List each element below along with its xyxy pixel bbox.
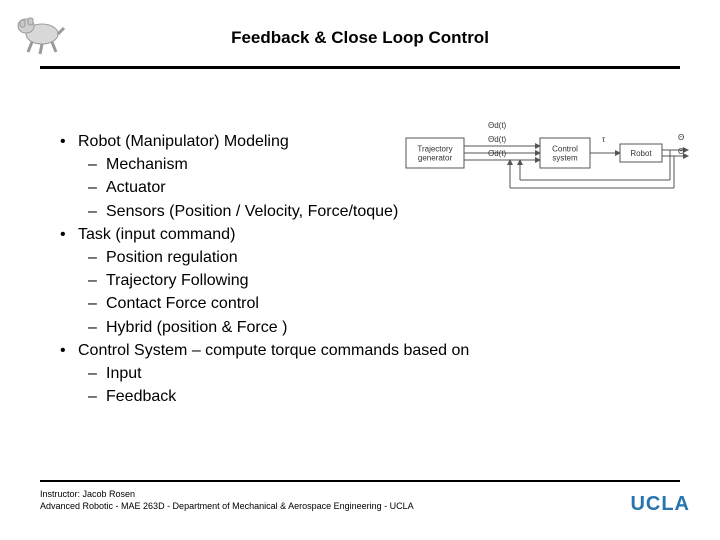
bullet-item: Control System – compute torque commands… [60, 339, 690, 362]
sub-item: Position regulation [88, 246, 690, 269]
header: Feedback & Close Loop Control [0, 0, 720, 70]
sub-item: Mechanism [88, 153, 690, 176]
sub-item: Contact Force control [88, 292, 690, 315]
footer: Instructor: Jacob Rosen Advanced Robotic… [40, 488, 414, 512]
sub-list: InputFeedback [60, 362, 690, 408]
bullet-item: Robot (Manipulator) Modeling [60, 130, 690, 153]
footer-line-1: Instructor: Jacob Rosen [40, 488, 414, 500]
sub-item: Actuator [88, 176, 690, 199]
sub-list: MechanismActuatorSensors (Position / Vel… [60, 153, 690, 223]
divider-bottom [40, 480, 680, 482]
sub-item: Hybrid (position & Force ) [88, 316, 690, 339]
sub-item: Trajectory Following [88, 269, 690, 292]
bullet-item: Task (input command) [60, 223, 690, 246]
bullet-list: Robot (Manipulator) ModelingMechanismAct… [60, 130, 690, 408]
sub-list: Position regulationTrajectory FollowingC… [60, 246, 690, 339]
footer-line-2: Advanced Robotic - MAE 263D - Department… [40, 500, 414, 512]
ucla-logo: UCLA [630, 493, 690, 516]
sub-item: Sensors (Position / Velocity, Force/toqu… [88, 200, 690, 223]
sub-item: Input [88, 362, 690, 385]
divider-top [40, 66, 680, 69]
svg-text:Θd(t): Θd(t) [488, 121, 507, 130]
sub-item: Feedback [88, 385, 690, 408]
slide-title: Feedback & Close Loop Control [0, 28, 720, 48]
content-area: Robot (Manipulator) ModelingMechanismAct… [60, 130, 690, 408]
